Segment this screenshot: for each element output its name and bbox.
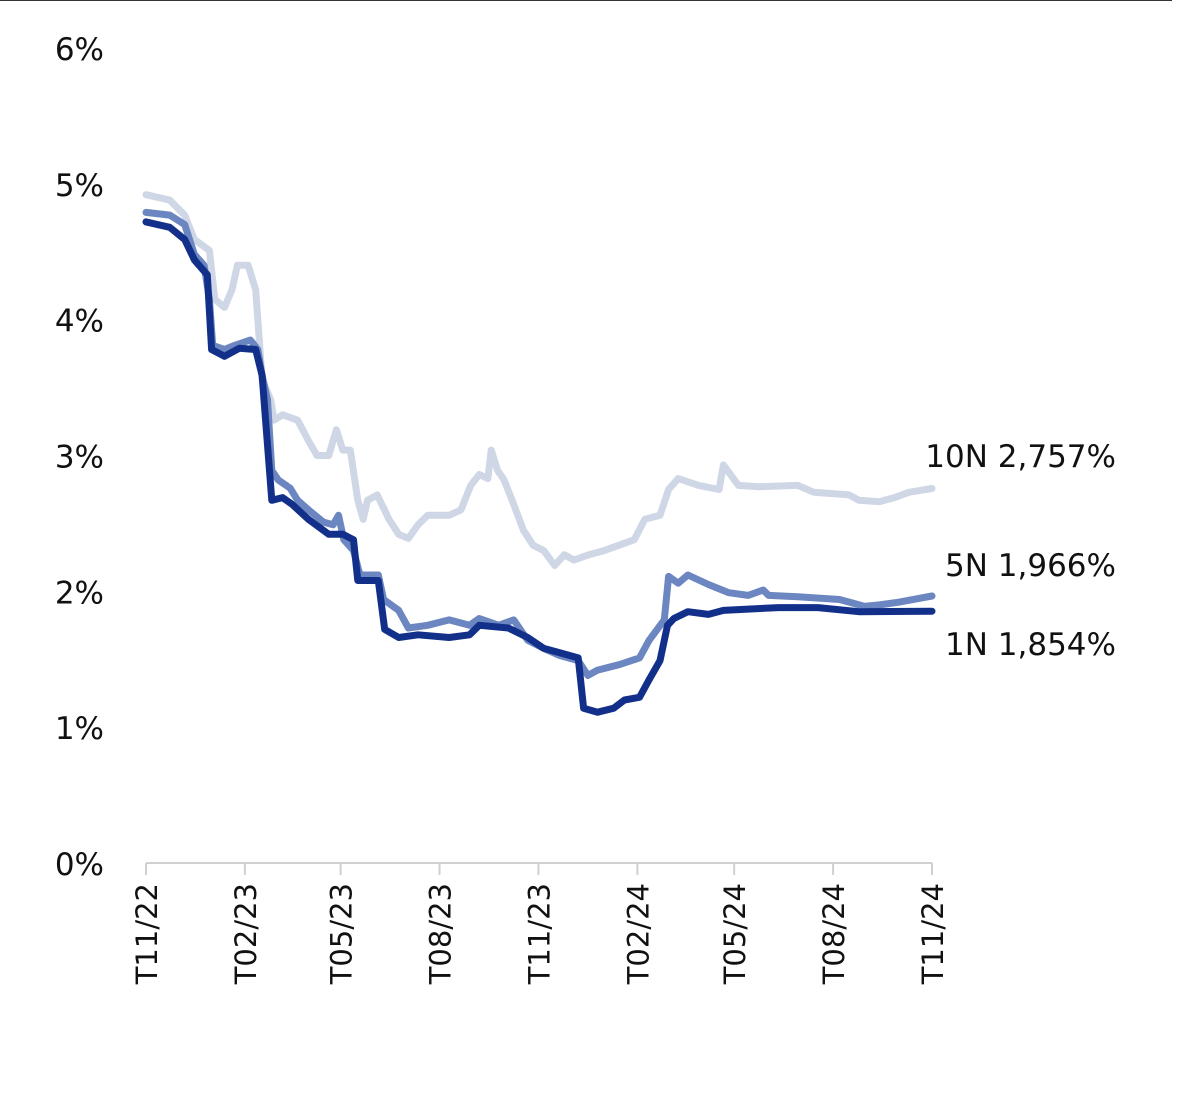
y-tick-label: 3% [55,440,104,476]
series-line-5n [142,208,936,679]
x-tick-label: T11/23 [522,883,556,985]
y-axis: 0% 1% 2% 3% 4% 5% 6% [55,32,104,883]
series-end-labels: 10N 2,757% 5N 1,966% 1N 1,854% [925,439,1116,663]
series-end-label: 5N 1,966% [945,548,1116,584]
x-axis: T11/22 T02/23 T05/23 T08/23 T11/23 T02/24 T05/… [130,862,950,985]
y-tick-label: 0% [55,847,104,883]
y-tick-label: 5% [55,168,104,204]
y-tick-label: 4% [55,304,104,340]
x-tick-label: T02/24 [621,883,655,985]
x-tick-label: T05/23 [325,883,359,985]
series-line-1n [142,218,936,716]
series-lines [142,191,936,716]
series-end-label: 1N 1,854% [945,627,1116,663]
y-tick-label: 6% [55,32,104,68]
y-tick-label: 1% [55,711,104,747]
x-tick-label: T11/22 [130,883,164,985]
x-tick-label: T02/23 [229,883,263,985]
x-tick-label: T11/24 [916,883,950,985]
y-tick-label: 2% [55,575,104,611]
x-tick-label: T08/23 [424,883,458,985]
x-tick-label: T05/24 [718,883,752,985]
top-border-rule [0,0,1172,1]
x-tick-label: T08/24 [817,883,851,985]
series-end-label: 10N 2,757% [925,439,1116,475]
